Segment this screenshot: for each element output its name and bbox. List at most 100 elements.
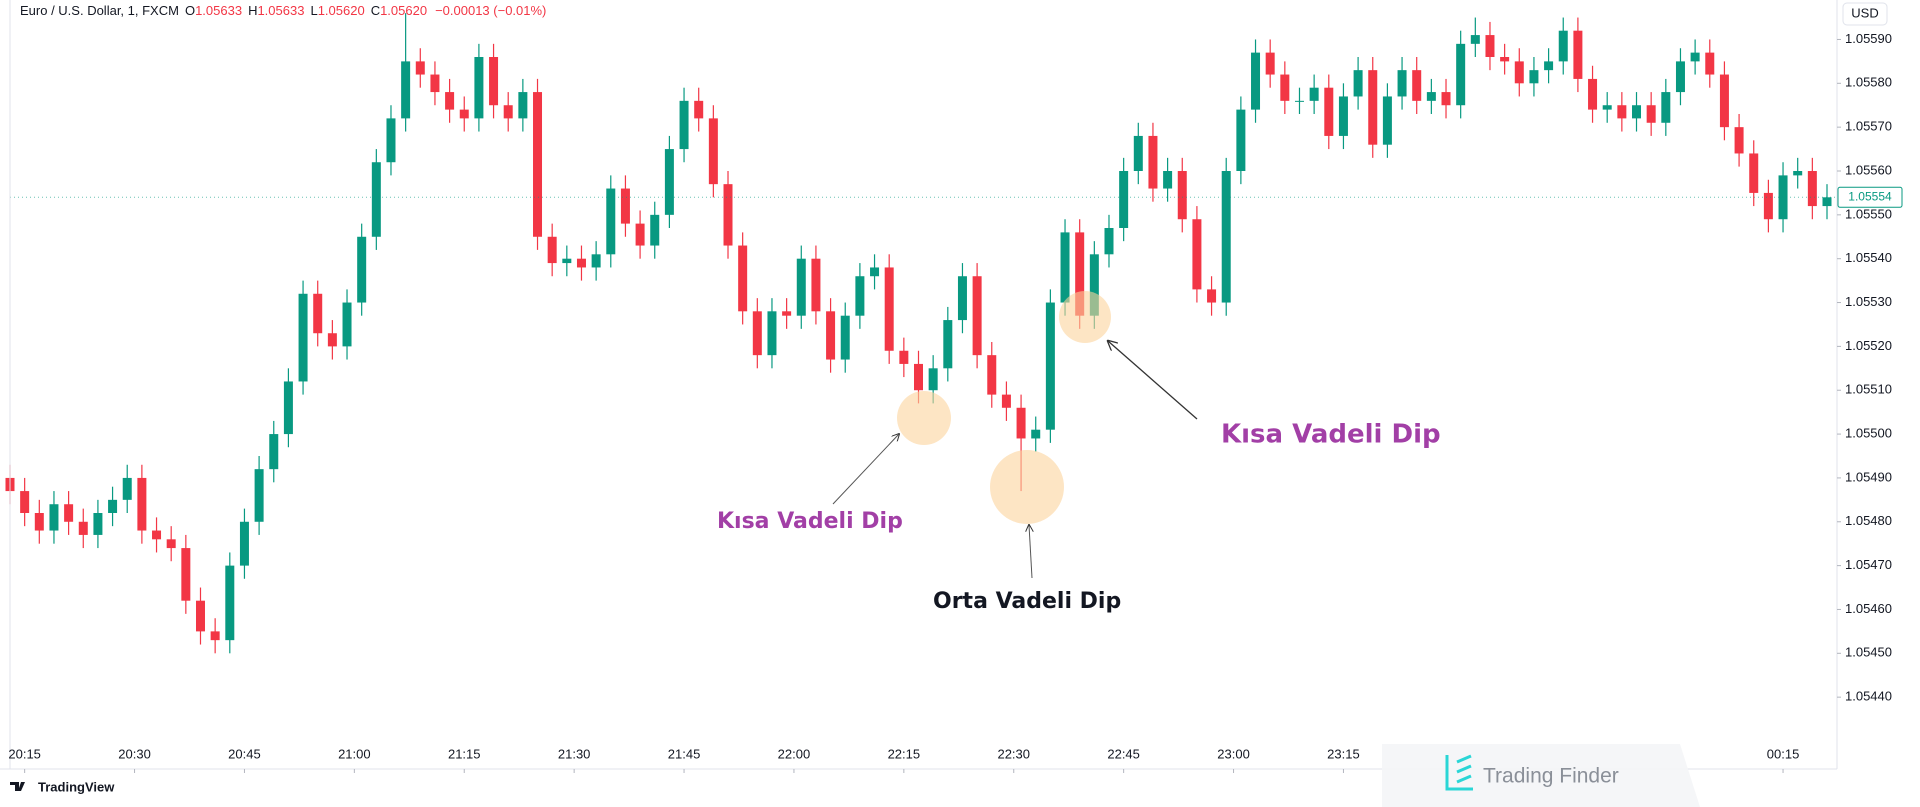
ohlc-label: L: [310, 3, 317, 18]
candle-body: [254, 469, 264, 522]
ohlc-label: H: [248, 3, 257, 18]
candle-body: [1500, 57, 1510, 62]
ohlc-label: C: [371, 3, 380, 18]
candle-body: [401, 61, 411, 119]
ohlc-value: 1.05620: [318, 3, 365, 18]
candle-body: [1470, 35, 1480, 44]
candle-body: [1338, 96, 1348, 136]
candle-body: [987, 355, 997, 395]
candle-body: [591, 254, 601, 268]
ohlc-value: 1.05633: [257, 3, 304, 18]
y-tick-label: 1.05460: [1845, 601, 1892, 616]
candle-body: [1148, 135, 1158, 189]
x-tick-label: 21:30: [558, 746, 591, 761]
y-tick-label: 1.05490: [1845, 469, 1892, 484]
candle-body: [1558, 30, 1568, 62]
candle-body: [342, 302, 352, 347]
candle-body: [1675, 61, 1685, 93]
y-tick-label: 1.05540: [1845, 250, 1892, 265]
candle-body: [1749, 153, 1759, 193]
candle-body: [474, 57, 484, 119]
candle-body: [1016, 407, 1026, 439]
annotation: Kısa Vadeli Dip: [1221, 420, 1441, 450]
candle-body: [78, 521, 88, 535]
x-tick-label: 00:15: [1767, 746, 1800, 761]
candle-body: [738, 245, 748, 312]
x-tick-label: 22:00: [778, 746, 811, 761]
candle-body: [620, 188, 630, 224]
ohlc-label: O: [185, 3, 195, 18]
candle-body: [1177, 171, 1187, 220]
candle-body: [1236, 109, 1246, 171]
candle-body: [1822, 197, 1832, 207]
candle-body: [503, 105, 513, 119]
currency-button[interactable]: [1842, 2, 1888, 26]
candle-body: [1133, 135, 1143, 171]
candle-body: [606, 188, 616, 255]
brand-logo: [10, 782, 25, 791]
candle-body: [225, 565, 235, 641]
candle-body: [576, 258, 586, 268]
candle-body: [767, 311, 777, 356]
candle-body: [313, 293, 323, 334]
candle-body: [1001, 394, 1011, 408]
candle-body: [489, 57, 499, 106]
symbol: Euro / U.S. Dollar, 1, FXCM: [20, 3, 179, 18]
annotation: Orta Vadeli Dip: [933, 589, 1121, 614]
x-tick-label: 20:15: [8, 746, 41, 761]
candle-body: [1734, 127, 1744, 154]
candle-body: [1075, 232, 1085, 316]
x-tick-label: 22:45: [1107, 746, 1140, 761]
candle-body: [1602, 105, 1612, 110]
legend-header: Euro / U.S. Dollar, 1, FXCM O 1.05633 H 1.05…: [20, 3, 546, 18]
candle-body: [1309, 87, 1319, 101]
candle-body: [1719, 74, 1729, 128]
candle-body: [1778, 175, 1788, 220]
x-tick-label: 23:00: [1217, 746, 1250, 761]
ohlc-value: 1.05620: [380, 3, 427, 18]
arrow: [1108, 341, 1198, 420]
candle-body: [1265, 52, 1275, 75]
candle-body: [1104, 228, 1114, 255]
candle-body: [93, 513, 103, 535]
candle-body: [664, 149, 674, 215]
y-tick-label: 1.05480: [1845, 513, 1892, 528]
candle-body: [1426, 92, 1436, 101]
candle-body: [1119, 171, 1129, 228]
candle-body: [1207, 289, 1217, 303]
candle-body: [386, 118, 396, 163]
candle-body: [415, 61, 425, 75]
x-tick-label: 22:15: [888, 746, 921, 761]
candle-body: [957, 276, 967, 321]
candle-body: [562, 258, 572, 264]
candle-body: [430, 74, 440, 93]
candle-body: [1382, 96, 1392, 145]
candle-body: [855, 276, 865, 316]
arrow: [832, 434, 899, 505]
watermark: Trading Finder: [1483, 765, 1619, 788]
candle-body: [239, 521, 249, 566]
candle-body: [1324, 87, 1334, 136]
candle-body: [1529, 70, 1539, 84]
y-tick-label: 1.05500: [1845, 426, 1892, 441]
candle-body: [1646, 105, 1656, 123]
candle-body: [1251, 52, 1261, 110]
candle-body: [445, 92, 455, 110]
x-tick-label: 21:00: [338, 746, 371, 761]
candle-body: [152, 530, 162, 540]
candle-body: [298, 293, 308, 382]
y-tick-label: 1.05510: [1845, 382, 1892, 397]
candle-body: [1368, 70, 1378, 145]
candle-body: [269, 434, 279, 470]
candle-body: [914, 363, 923, 391]
currency[interactable]: USD: [1851, 5, 1878, 20]
candle-body: [210, 631, 220, 641]
candle-body: [518, 92, 528, 119]
y-tick-label: 1.05550: [1845, 206, 1892, 221]
candle-body: [1573, 30, 1583, 79]
candle-body: [1221, 171, 1231, 303]
arrow: [1029, 525, 1032, 579]
candle-body: [1294, 100, 1304, 102]
price-label: 1.05554: [1848, 189, 1892, 203]
candle-body: [694, 100, 704, 119]
